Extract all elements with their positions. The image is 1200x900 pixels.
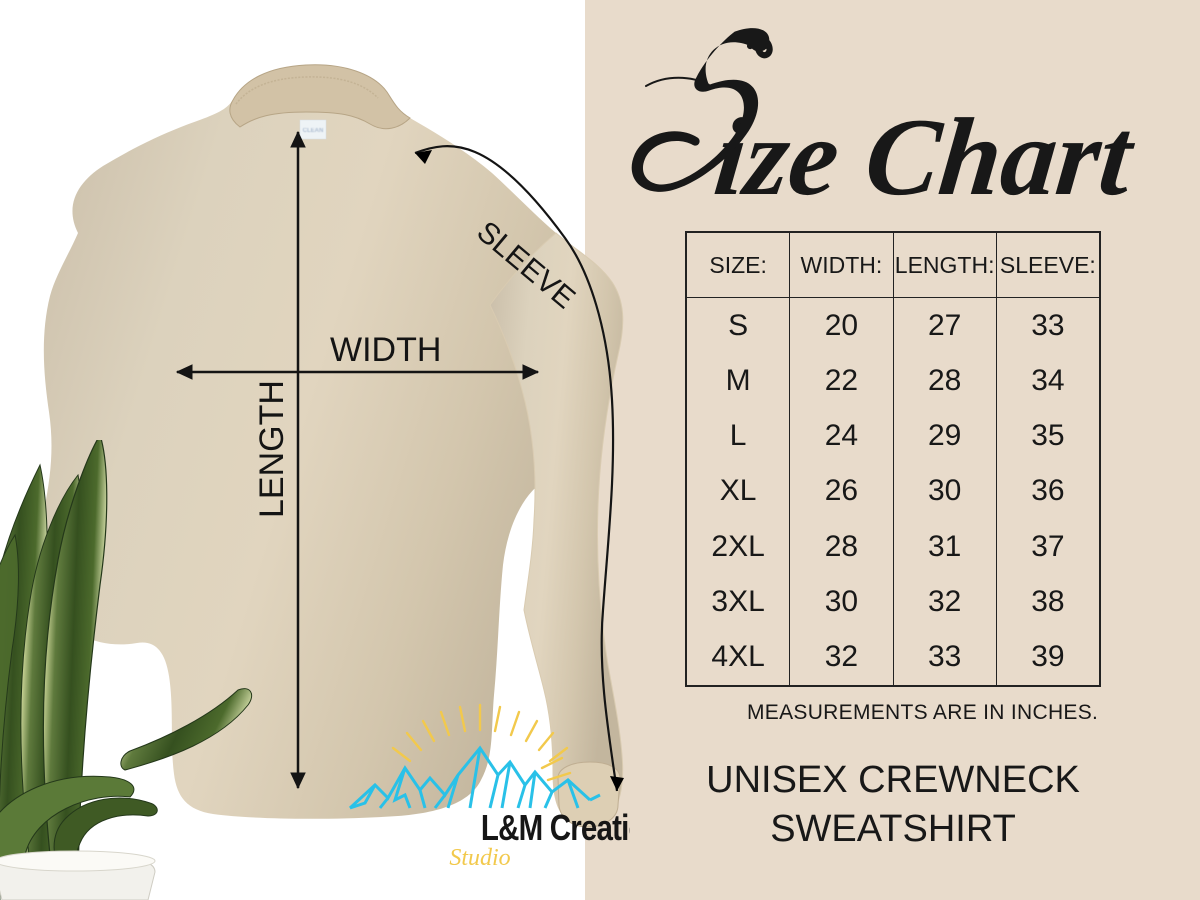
svg-text:ize Chart: ize Chart: [709, 96, 1140, 219]
svg-text:CLEAN: CLEAN: [303, 128, 324, 134]
svg-text:Studio: Studio: [449, 845, 510, 870]
svg-text:WIDTH: WIDTH: [330, 331, 441, 369]
svg-text:L&M Creation: L&M Creation: [481, 807, 630, 847]
